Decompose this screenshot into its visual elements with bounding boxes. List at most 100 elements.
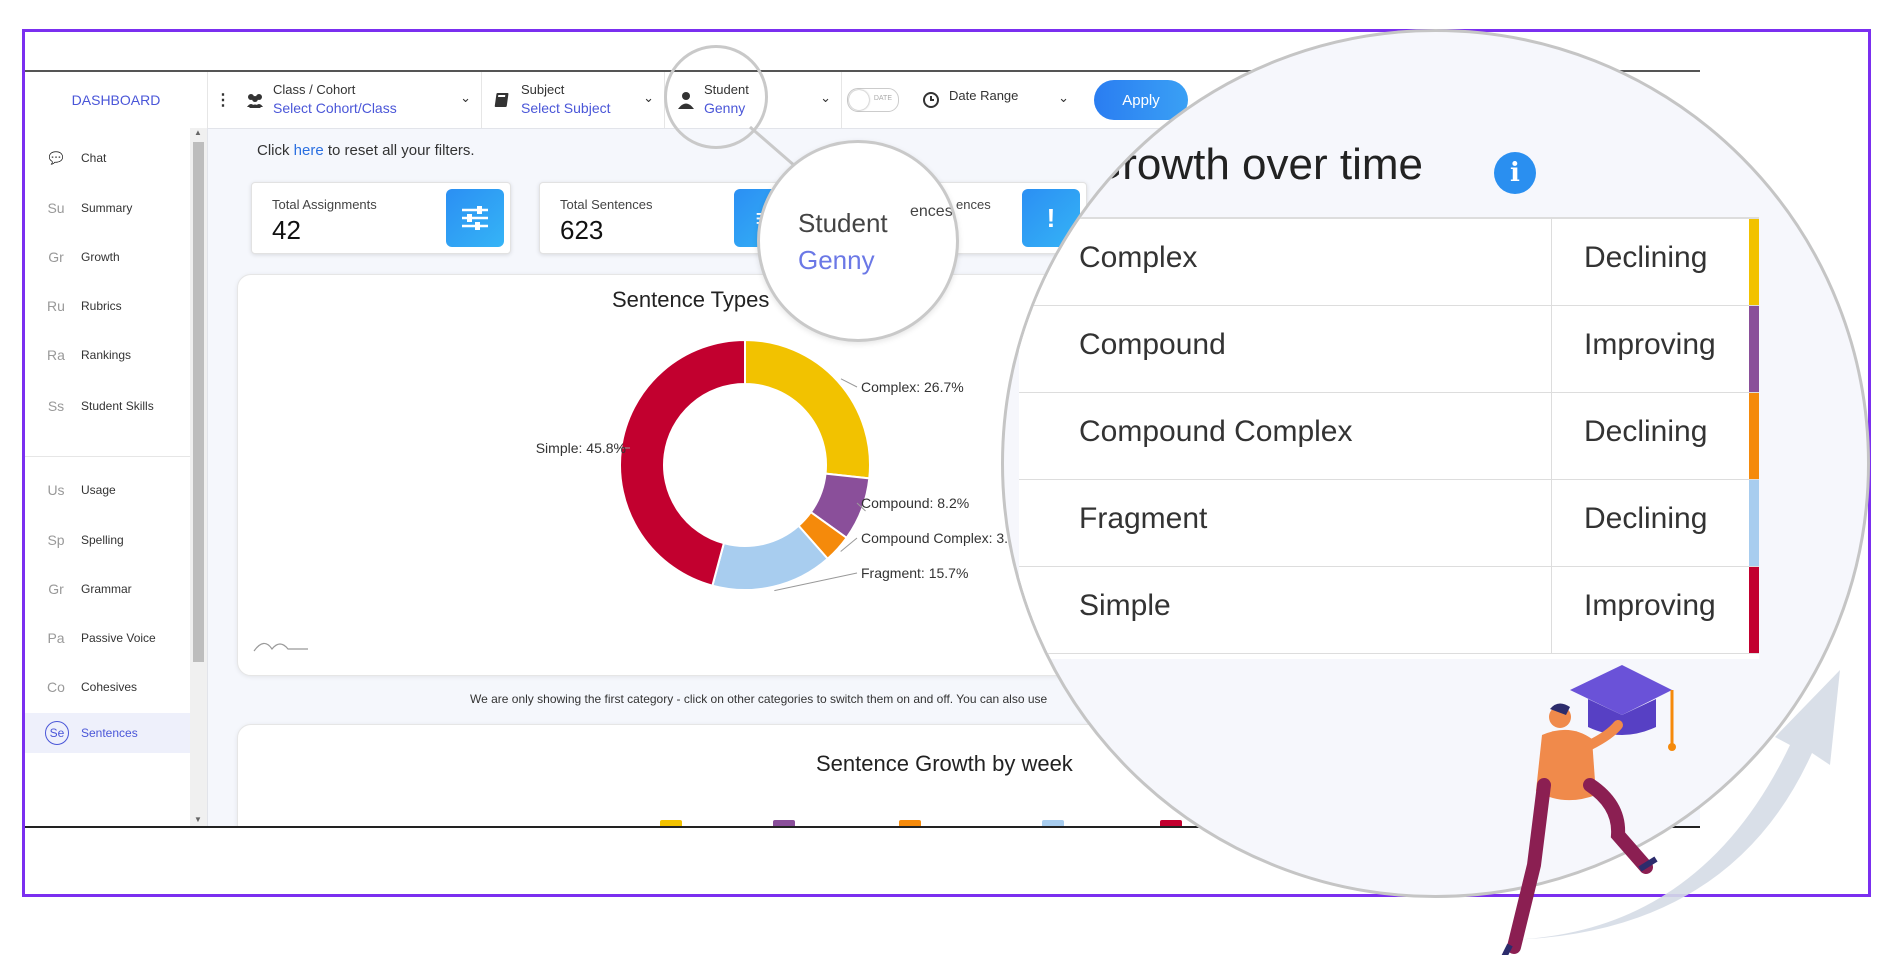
donut-slice-complex[interactable] xyxy=(744,338,871,480)
sidebar-item-rankings[interactable]: Ra Rankings xyxy=(25,335,190,375)
growth-row-name: Compound xyxy=(1079,328,1226,361)
scroll-down-icon[interactable]: ▼ xyxy=(194,815,202,824)
sidebar-item-spelling[interactable]: Sp Spelling xyxy=(25,520,190,560)
sidebar-item-label: Rubrics xyxy=(81,299,122,313)
card-label: ences xyxy=(956,197,991,212)
legend-fragment-swatch[interactable] xyxy=(1042,820,1064,826)
reset-here-link[interactable]: here xyxy=(293,142,324,159)
sidebar-item-abbr: Ru xyxy=(47,298,65,314)
sidebar-item-sentences[interactable]: Se Sentences xyxy=(25,713,190,753)
donut-data-label: Compound: 8.2% xyxy=(861,495,969,511)
sidebar-item-label: Usage xyxy=(81,483,116,497)
donut-data-label: Fragment: 15.7% xyxy=(861,565,968,581)
subject-value: Select Subject xyxy=(521,100,611,116)
sidebar-item-abbr: Ra xyxy=(47,347,65,363)
sidebar-item-chat[interactable]: 💬 Chat xyxy=(25,138,190,178)
growth-row-color-bar xyxy=(1749,480,1759,566)
growth-row-status: Declining xyxy=(1584,502,1708,535)
sentence-types-panel: Sentence Types Complex: 26.7% Compound: 8… xyxy=(237,274,1139,676)
card-value: 42 xyxy=(272,215,301,245)
subject-filter[interactable]: Subject Select Subject ⌄ xyxy=(481,72,665,128)
legend-simple-swatch[interactable] xyxy=(1160,820,1182,826)
sidebar-item-label: Growth xyxy=(81,250,120,264)
sidebar-divider xyxy=(25,456,190,457)
sidebar-item-cohesives[interactable]: Co Cohesives xyxy=(25,667,190,707)
donut-data-label: Simple: 45.8% xyxy=(536,440,626,456)
apply-button[interactable]: Apply xyxy=(1094,80,1188,120)
toggle-knob xyxy=(849,90,869,110)
reset-filters-text: Click here to reset all your filters. xyxy=(257,142,475,159)
cohort-label: Class / Cohort xyxy=(273,82,356,97)
sidebar-item-label: Rankings xyxy=(81,348,132,362)
zoom-student-value: Genny xyxy=(798,245,875,275)
sidebar-item-label: Summary xyxy=(81,201,133,215)
sidebar-item-growth[interactable]: Gr Growth xyxy=(25,237,190,277)
growth-row-color-bar xyxy=(1749,219,1759,305)
chart-hint-text: We are only showing the first category -… xyxy=(470,692,1048,706)
date-toggle[interactable]: DATE xyxy=(847,88,899,112)
card-value: 623 xyxy=(560,215,604,245)
graduate-illustration xyxy=(1501,665,1840,955)
sliders-icon xyxy=(446,189,504,247)
growth-row-name: Compound Complex xyxy=(1079,415,1353,448)
book-icon xyxy=(494,93,509,107)
sentences-badge-icon: Se xyxy=(45,721,69,745)
users-icon xyxy=(247,94,263,108)
chevron-down-icon[interactable]: ⌄ xyxy=(820,90,831,105)
cohort-filter[interactable]: Class / Cohort Select Cohort/Class ⌄ xyxy=(233,72,482,128)
growth-by-week-title: Sentence Growth by week xyxy=(816,751,1073,776)
sidebar-item-abbr: Pa xyxy=(47,630,65,646)
sidebar-item-label: Grammar xyxy=(81,582,132,596)
zoom-partial-text: ences xyxy=(910,203,953,220)
chevron-down-icon[interactable]: ⌄ xyxy=(1058,90,1069,105)
growth-table: Complex Declining Compound Improving Compoun… xyxy=(1019,217,1759,659)
chevron-down-icon[interactable]: ⌄ xyxy=(460,90,471,105)
sidebar-item-passive-voice[interactable]: Pa Passive Voice xyxy=(25,618,190,658)
sidebar-item-rubrics[interactable]: Ru Rubrics xyxy=(25,286,190,326)
cohort-value: Select Cohort/Class xyxy=(273,100,397,116)
date-range-label: Date Range xyxy=(949,88,1019,103)
legend-compound-swatch[interactable] xyxy=(773,820,795,826)
sentence-types-donut-chart: Complex: 26.7% Compound: 8.2% Compound Com… xyxy=(536,338,1028,592)
sentence-types-title: Sentence Types xyxy=(612,287,770,312)
sidebar-item-abbr: Ss xyxy=(47,398,65,414)
sidebar-item-abbr: Co xyxy=(47,679,65,695)
dashboard-link[interactable]: DASHBOARD xyxy=(25,72,208,128)
kebab-menu-icon[interactable]: ⋮ xyxy=(215,92,231,109)
sidebar-item-usage[interactable]: Us Usage xyxy=(25,470,190,510)
scroll-up-icon[interactable]: ▲ xyxy=(194,128,202,137)
chat-bubble-icon: 💬 xyxy=(48,151,64,165)
growth-row: Simple Improving xyxy=(1019,567,1759,654)
clock-icon xyxy=(923,92,939,108)
growth-magnifier: Growth over time i Complex Declining Compo… xyxy=(1001,29,1870,898)
sidebar-item-label: Passive Voice xyxy=(81,631,156,645)
sidebar-item-label: Sentences xyxy=(81,726,138,740)
legend-complex-swatch[interactable] xyxy=(660,820,682,826)
zoom-student-label: Student xyxy=(798,208,888,238)
sidebar-item-label: Student Skills xyxy=(81,399,154,413)
column-divider xyxy=(1551,219,1552,305)
sidebar-item-summary[interactable]: Su Summary xyxy=(25,188,190,228)
growth-row: Compound Complex Declining xyxy=(1019,393,1759,480)
sidebar-item-grammar[interactable]: Gr Grammar xyxy=(25,569,190,609)
growth-row-status: Improving xyxy=(1584,589,1716,622)
column-divider xyxy=(1551,306,1552,392)
growth-row: Complex Declining xyxy=(1019,219,1759,306)
sidebar-item-student-skills[interactable]: Ss Student Skills xyxy=(25,386,190,426)
scroll-thumb[interactable] xyxy=(193,142,204,662)
sidebar-item-label: Spelling xyxy=(81,533,124,547)
sidebar-item-abbr: Gr xyxy=(48,249,64,265)
date-range-filter[interactable]: Date Range ⌄ xyxy=(909,72,1079,128)
legend-compound-complex-swatch[interactable] xyxy=(899,820,921,826)
total-assignments-card: Total Assignments 42 xyxy=(251,182,511,254)
info-icon[interactable]: i xyxy=(1494,152,1536,194)
growth-row-color-bar xyxy=(1749,393,1759,479)
growth-row-name: Simple xyxy=(1079,589,1171,622)
growth-row-status: Declining xyxy=(1584,241,1708,274)
student-zoom-bubble: Student Genny ences xyxy=(757,140,959,342)
donut-slice-simple[interactable] xyxy=(619,338,746,587)
sidebar-scrollbar[interactable]: ▲ ▼ xyxy=(190,128,207,826)
donut-data-label: Complex: 26.7% xyxy=(861,379,964,395)
chevron-down-icon[interactable]: ⌄ xyxy=(643,90,654,105)
sidebar-item-abbr: Us xyxy=(47,482,65,498)
